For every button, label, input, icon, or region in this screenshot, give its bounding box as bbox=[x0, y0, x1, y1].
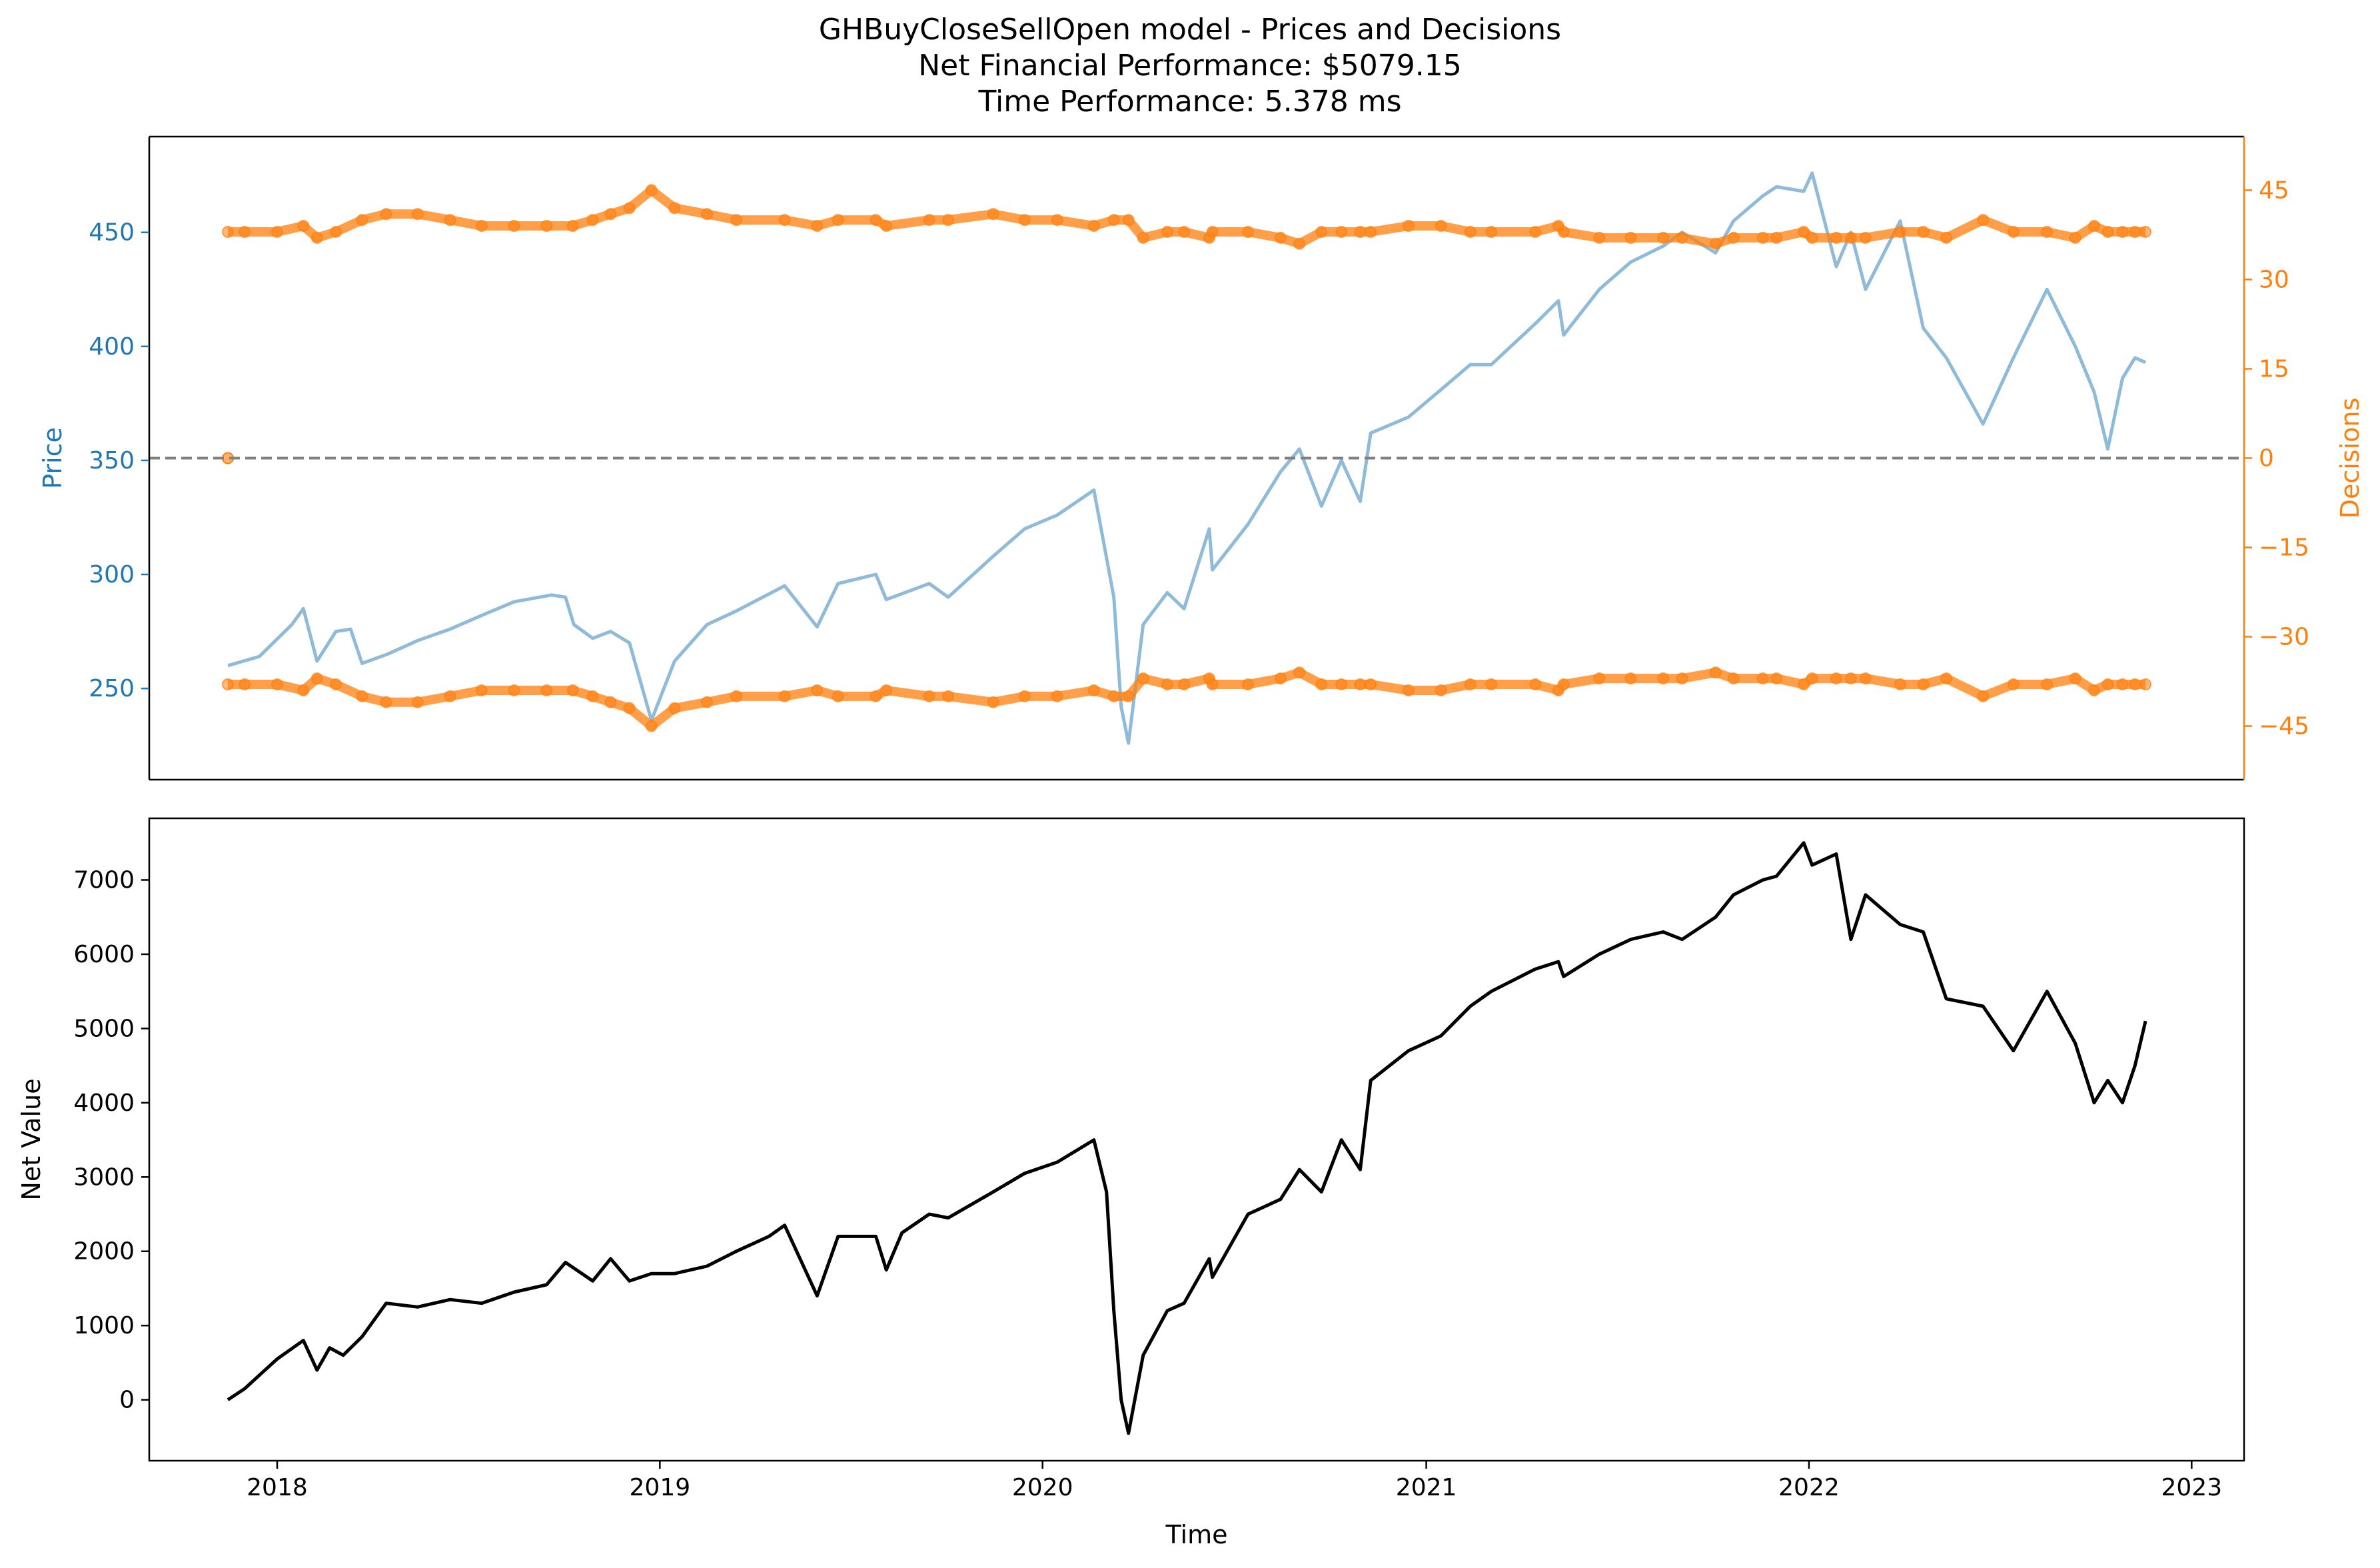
time-tick-label: 2018 bbox=[247, 1474, 308, 1501]
net-value-axis-label: Net Value bbox=[17, 1078, 46, 1200]
time-tick-label: 2019 bbox=[630, 1474, 691, 1501]
net-value-line bbox=[227, 841, 2147, 1435]
net-value-tick-label: 1000 bbox=[73, 1312, 135, 1339]
price-tick-label: 450 bbox=[89, 219, 135, 247]
time-performance: Time Performance: 5.378 ms bbox=[978, 85, 1402, 119]
decisions-tick-label: −30 bbox=[2259, 624, 2309, 651]
price-tick-label: 250 bbox=[89, 675, 135, 702]
price-tick-label: 350 bbox=[89, 447, 135, 474]
price-tick-label: 400 bbox=[89, 333, 135, 361]
panel2-frame bbox=[148, 817, 2245, 1462]
price-line bbox=[227, 171, 2147, 745]
net-value-tick-label: 2000 bbox=[73, 1238, 135, 1265]
net-value-tick-label: 3000 bbox=[73, 1164, 135, 1191]
net-value-panel: 0 1000 2000 3000 4000 5000 6000 7000 2018 2019 202… bbox=[17, 817, 2245, 1549]
decisions-tick-label: 30 bbox=[2259, 266, 2289, 293]
decisions-tick-label: 0 bbox=[2259, 445, 2274, 472]
decisions-tick-label: −15 bbox=[2259, 534, 2309, 562]
decisions-tick-label: 45 bbox=[2259, 177, 2289, 204]
time-tick-label: 2022 bbox=[1778, 1474, 1840, 1501]
net-value-tick-label: 6000 bbox=[73, 941, 135, 968]
price-tick-label: 300 bbox=[89, 561, 135, 588]
decisions-buy-band bbox=[228, 185, 2146, 249]
time-tick-label: 2020 bbox=[1012, 1474, 1073, 1501]
net-financial-performance: Net Financial Performance: $5079.15 bbox=[918, 49, 1462, 83]
net-value-tick-label: 5000 bbox=[73, 1015, 135, 1042]
prices-decisions-panel: 250 300 350 400 450 −45 −30 −15 0 15 30 45 Price Deci… bbox=[38, 135, 2365, 781]
decisions-tick-label: −45 bbox=[2259, 713, 2309, 740]
chart-title: GHBuyCloseSellOpen model - Prices and De… bbox=[818, 13, 1562, 47]
net-value-tick-label: 0 bbox=[119, 1387, 135, 1414]
time-axis-label: Time bbox=[1165, 1520, 1228, 1549]
net-value-tick-label: 4000 bbox=[73, 1090, 135, 1117]
decisions-sell-band bbox=[228, 668, 2146, 731]
decisions-axis-label: Decisions bbox=[2335, 398, 2365, 519]
price-axis-label: Price bbox=[38, 427, 67, 489]
chart-title-block: GHBuyCloseSellOpen model - Prices and De… bbox=[0, 12, 2380, 120]
net-value-tick-label: 7000 bbox=[73, 866, 135, 894]
time-tick-label: 2021 bbox=[1396, 1474, 1457, 1501]
time-tick-label: 2023 bbox=[2161, 1474, 2223, 1501]
decisions-tick-label: 15 bbox=[2259, 355, 2289, 383]
